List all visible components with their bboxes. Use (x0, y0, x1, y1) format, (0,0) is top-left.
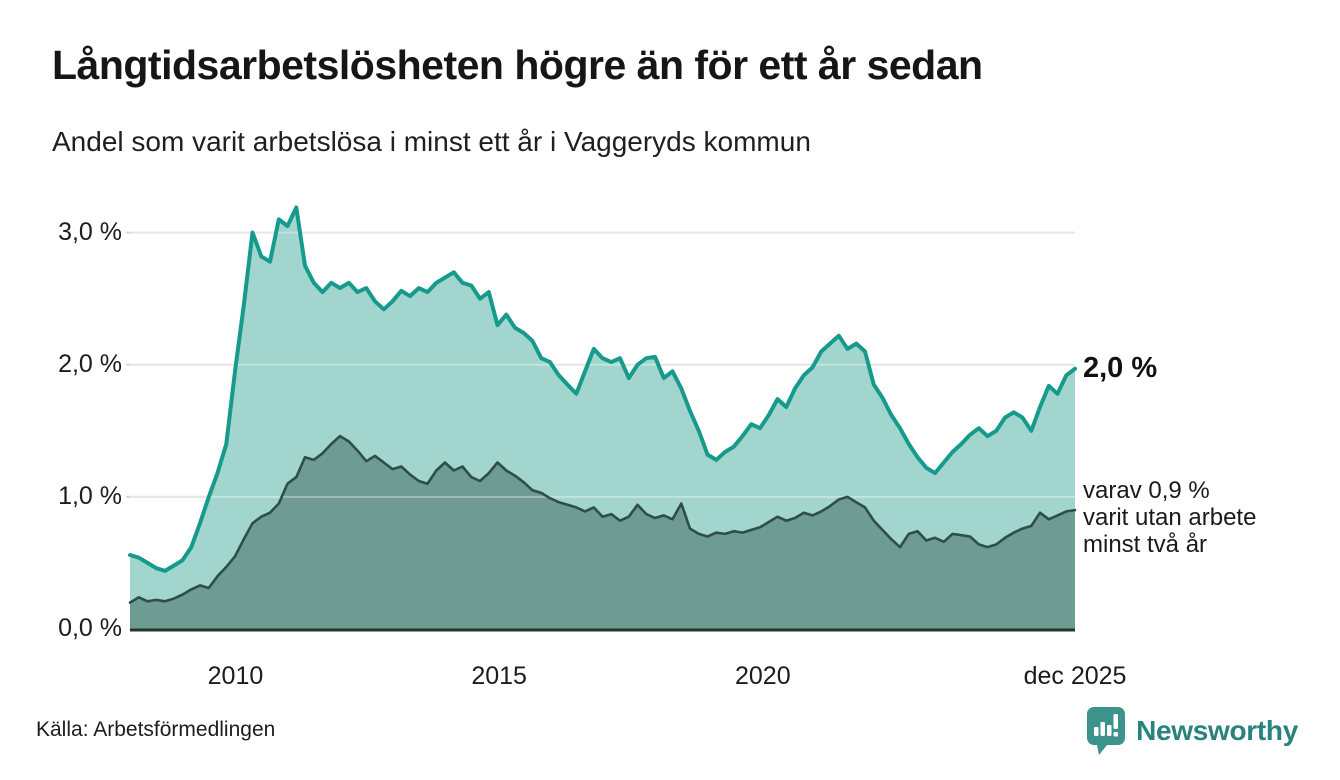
y-tick-label: 1,0 % (58, 481, 122, 510)
newsworthy-logo: Newsworthy (1086, 706, 1298, 756)
annotation-line-3: minst två år (1083, 531, 1208, 558)
line-unemployed-2yr (128, 434, 1077, 604)
line-unemployed-1yr (128, 205, 1077, 573)
y-tick-label: 0,0 % (58, 613, 122, 642)
x-tick-label: dec 2025 (1023, 662, 1127, 690)
x-tick-label: 2010 (207, 662, 264, 690)
chart-subtitle: Andel som varit arbetslösa i minst ett å… (52, 126, 811, 157)
annotation-line-1: varav 0,9 % (1083, 477, 1210, 504)
x-tick-label: 2020 (735, 662, 791, 690)
area-unemployed-2yr (130, 436, 1075, 629)
y-tick-label: 2,0 % (58, 349, 122, 378)
page-title: Långtidsarbetslösheten högre än för ett … (52, 42, 983, 88)
speech-bubble-bar-chart-icon (1087, 707, 1126, 755)
brand-name: Newsworthy (1136, 715, 1298, 746)
source-note: Källa: Arbetsförmedlingen (36, 718, 276, 741)
latest-value-label: 2,0 % (1083, 352, 1158, 384)
annotation-line-2: varit utan arbete (1083, 504, 1257, 531)
secondary-series-annotation: varav 0,9 % varit utan arbete minst två … (1083, 477, 1256, 558)
y-tick-label: 3,0 % (58, 217, 122, 246)
x-tick-label: 2015 (471, 662, 527, 690)
